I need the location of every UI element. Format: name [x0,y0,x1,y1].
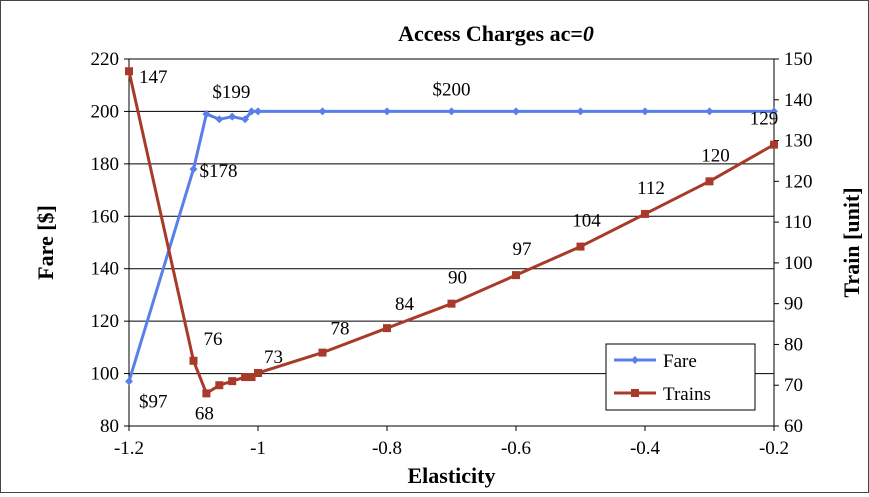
trains-point [318,348,327,357]
trains-point [228,377,237,386]
data-label: 90 [448,268,467,289]
data-label: 84 [395,294,415,315]
data-label: $200 [433,79,471,100]
x-axis-ticks: -1.2 -1 -0.8 -0.6 -0.4 -0.2 [114,426,789,459]
fare-point [447,107,456,116]
y2-tick-label: 70 [784,375,803,396]
trains-point [125,67,133,76]
chart-title-text: Access Charges ac= [398,21,583,46]
y2-tick-label: 120 [784,171,813,192]
y-tick-label: 80 [100,416,119,437]
fare-point [189,165,198,174]
trains-point [447,299,456,308]
data-label: 120 [701,145,730,166]
y-tick-label: 200 [91,101,120,122]
fare-point [512,107,520,116]
y2-tick-label: 130 [784,131,813,152]
gridlines [129,58,774,375]
y-tick-label: 120 [91,311,120,332]
fare-point [576,107,585,116]
y-tick-label: 180 [91,154,120,175]
chart-title: Access Charges ac=0 [398,21,594,46]
data-label: 78 [331,319,350,340]
y-tick-label: 160 [91,206,120,227]
y2-tick-label: 150 [784,49,813,70]
fare-point [202,110,211,119]
trains-point [383,324,391,333]
legend-marker-trains [631,389,639,397]
series-layer [125,67,778,398]
x-tick-label: -1.2 [114,438,144,459]
trains-series-line [127,70,775,395]
x-tick-label: -0.6 [501,438,531,459]
fare-point [125,377,133,386]
data-labels: $97 $178 $199 $200 147 76 68 73 78 84 90 97 104 112 12… [139,67,778,424]
fare-point [215,115,224,124]
fare-point [241,115,250,124]
fare-point [641,107,649,116]
trains-point [512,271,520,280]
data-label: $199 [212,82,250,103]
legend-label-fare: Fare [663,351,697,372]
fare-point [254,107,262,116]
data-label: 73 [264,347,283,368]
y-tick-label: 100 [91,364,120,385]
y2-tick-label: 80 [784,334,803,355]
data-label: 129 [750,109,779,130]
y2-tick-label: 100 [784,253,813,274]
data-label: 76 [204,329,223,350]
x-tick-label: -0.4 [630,438,661,459]
y2-axis-ticks: 60 70 80 90 100 110 120 130 140 150 [774,49,813,437]
trains-point [705,177,714,186]
fare-point [228,112,237,121]
trains-point [215,381,224,390]
legend-marker-fare [631,356,639,364]
plot-area [128,58,775,427]
y2-tick-label: 110 [784,212,812,233]
trains-point [202,389,211,398]
trains-point [189,356,198,365]
data-label: 147 [139,67,168,88]
data-label: 97 [513,239,532,260]
fare-point [383,107,391,116]
y2-tick-label: 90 [784,294,803,315]
y2-tick-label: 140 [784,90,813,111]
trains-point [641,209,649,218]
data-label: 104 [572,211,601,232]
data-label: $178 [200,161,238,182]
data-label: 68 [195,403,214,424]
y-tick-label: 140 [91,259,120,280]
trains-point [247,373,256,382]
y-tick-label: 220 [91,49,120,70]
x-tick-label: -0.2 [759,438,789,459]
y-axis-title: Fare [$] [33,205,58,280]
y-axis-ticks: 80 100 120 140 160 180 200 220 [91,49,129,437]
trains-point [576,242,585,251]
fare-point [705,107,714,116]
trains-point [770,140,778,149]
x-axis-title: Elasticity [408,463,496,488]
data-label: $97 [139,391,168,412]
trains-point [241,373,250,382]
x-tick-label: -1 [250,438,266,459]
y2-axis-title: Train [unit] [839,187,864,297]
fare-point [318,107,327,116]
chart-title-italic: 0 [583,21,594,46]
fare-point [247,107,256,116]
legend-label-trains: Trains [663,384,711,405]
data-label: 112 [637,178,665,199]
x-tick-label: -0.8 [372,438,402,459]
trains-point [254,368,262,377]
legend: Fare Trains [605,343,756,411]
fare-series-line [127,109,774,382]
legend-box [605,343,756,411]
fare-point [770,107,778,116]
y2-tick-label: 60 [784,416,803,437]
